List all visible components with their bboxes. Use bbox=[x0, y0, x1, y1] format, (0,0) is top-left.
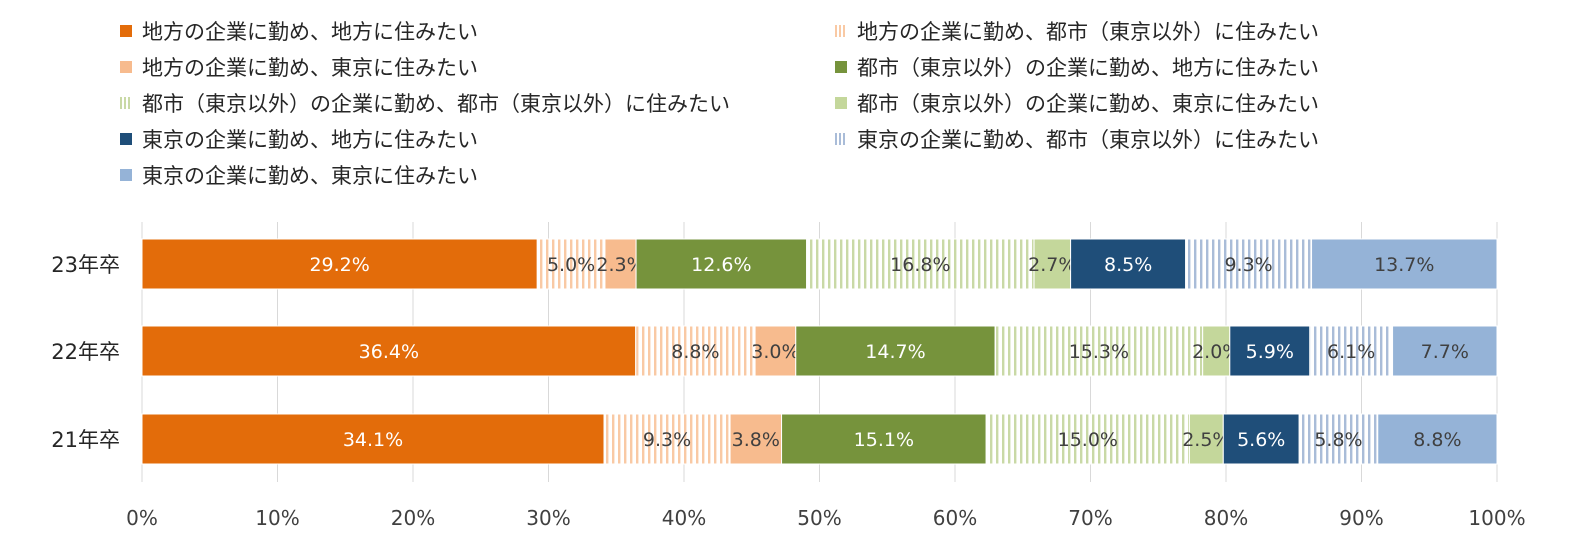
x-tick-label: 0% bbox=[126, 506, 158, 530]
legend-label: 東京の企業に勤め、地方に住みたい bbox=[142, 128, 478, 152]
x-tick-label: 60% bbox=[933, 506, 977, 530]
bar-segment bbox=[1311, 238, 1498, 290]
data-label: 16.8% bbox=[890, 254, 950, 276]
legend-item: 東京の企業に勤め、東京に住みたい bbox=[120, 160, 478, 190]
legend-swatch bbox=[120, 97, 132, 109]
x-tick-label: 20% bbox=[391, 506, 435, 530]
bar-segment bbox=[795, 325, 996, 377]
data-label: 36.4% bbox=[359, 341, 419, 363]
legend-swatch bbox=[835, 61, 847, 73]
legend-label: 東京の企業に勤め、都市（東京以外）に住みたい bbox=[857, 128, 1319, 152]
bar-segment bbox=[1298, 413, 1379, 465]
bar-segment bbox=[1202, 325, 1231, 377]
legend-item: 地方の企業に勤め、地方に住みたい bbox=[120, 16, 478, 46]
bar-segment bbox=[1033, 238, 1072, 290]
bar-segment bbox=[536, 238, 606, 290]
legend-item: 地方の企業に勤め、東京に住みたい bbox=[120, 52, 478, 82]
data-label: 13.7% bbox=[1374, 254, 1434, 276]
bar-segment bbox=[1392, 325, 1498, 377]
data-label: 5.8% bbox=[1314, 429, 1362, 451]
bar-segment bbox=[1377, 413, 1498, 465]
bar-segment bbox=[781, 413, 987, 465]
data-label: 5.0% bbox=[547, 254, 595, 276]
x-tick-label: 50% bbox=[797, 506, 841, 530]
legend-swatch bbox=[120, 61, 132, 73]
legend-swatch bbox=[120, 133, 132, 145]
data-label: 2.5% bbox=[1182, 429, 1230, 451]
legend-item: 東京の企業に勤め、都市（東京以外）に住みたい bbox=[835, 124, 1319, 154]
data-label: 9.3% bbox=[1224, 254, 1272, 276]
category-label: 21年卒 bbox=[51, 428, 120, 452]
x-tick-label: 30% bbox=[526, 506, 570, 530]
data-label: 34.1% bbox=[343, 429, 403, 451]
bar-segment bbox=[604, 238, 637, 290]
x-tick-label: 40% bbox=[662, 506, 706, 530]
bar-segment bbox=[1222, 413, 1300, 465]
x-tick-label: 80% bbox=[1204, 506, 1248, 530]
bar-segment bbox=[141, 238, 538, 290]
legend-label: 地方の企業に勤め、地方に住みたい bbox=[142, 20, 478, 44]
legend-label: 都市（東京以外）の企業に勤め、地方に住みたい bbox=[857, 56, 1319, 80]
data-label: 7.7% bbox=[1421, 341, 1469, 363]
legend-item: 東京の企業に勤め、地方に住みたい bbox=[120, 124, 478, 154]
x-tick-label: 10% bbox=[255, 506, 299, 530]
data-label: 6.1% bbox=[1327, 341, 1375, 363]
legend-label: 地方の企業に勤め、都市（東京以外）に住みたい bbox=[857, 20, 1319, 44]
legend-swatch bbox=[120, 25, 132, 37]
legend-item: 地方の企業に勤め、都市（東京以外）に住みたい bbox=[835, 16, 1319, 46]
legend-label: 地方の企業に勤め、東京に住みたい bbox=[142, 56, 478, 80]
legend-swatch bbox=[835, 97, 847, 109]
x-tick-label: 90% bbox=[1339, 506, 1383, 530]
data-label: 8.8% bbox=[1413, 429, 1461, 451]
data-label: 5.9% bbox=[1246, 341, 1294, 363]
legend-swatch bbox=[120, 169, 132, 181]
x-tick-label: 100% bbox=[1468, 506, 1525, 530]
bar-segment bbox=[1188, 413, 1224, 465]
data-label: 3.8% bbox=[732, 429, 780, 451]
bar-segment bbox=[141, 325, 637, 377]
bar-segment bbox=[985, 413, 1190, 465]
bar-segment bbox=[635, 325, 756, 377]
legend-label: 都市（東京以外）の企業に勤め、東京に住みたい bbox=[857, 92, 1319, 116]
data-label: 3.0% bbox=[751, 341, 799, 363]
data-label: 14.7% bbox=[865, 341, 925, 363]
data-label: 5.6% bbox=[1237, 429, 1285, 451]
legend-swatch bbox=[835, 133, 847, 145]
data-label: 29.2% bbox=[309, 254, 369, 276]
data-label: 2.7% bbox=[1028, 254, 1076, 276]
data-label: 8.5% bbox=[1104, 254, 1152, 276]
data-label: 2.3% bbox=[596, 254, 644, 276]
data-label: 15.3% bbox=[1069, 341, 1129, 363]
bar-segment bbox=[1185, 238, 1313, 290]
legend-swatch bbox=[835, 25, 847, 37]
data-label: 2.0% bbox=[1192, 341, 1240, 363]
legend-item: 都市（東京以外）の企業に勤め、都市（東京以外）に住みたい bbox=[120, 88, 730, 118]
data-label: 8.8% bbox=[671, 341, 719, 363]
bar-segment bbox=[994, 325, 1204, 377]
legend-item: 都市（東京以外）の企業に勤め、地方に住みたい bbox=[835, 52, 1319, 82]
bar-segment bbox=[806, 238, 1035, 290]
legend-item: 都市（東京以外）の企業に勤め、東京に住みたい bbox=[835, 88, 1319, 118]
legend-label: 東京の企業に勤め、東京に住みたい bbox=[142, 164, 478, 188]
data-label: 12.6% bbox=[691, 254, 751, 276]
data-label: 9.3% bbox=[643, 429, 691, 451]
x-tick-label: 70% bbox=[1068, 506, 1112, 530]
bar-segment bbox=[1229, 325, 1311, 377]
bar-segment bbox=[729, 413, 783, 465]
category-label: 23年卒 bbox=[51, 253, 120, 277]
category-label: 22年卒 bbox=[51, 340, 120, 364]
data-label: 15.0% bbox=[1058, 429, 1118, 451]
legend-label: 都市（東京以外）の企業に勤め、都市（東京以外）に住みたい bbox=[142, 92, 730, 116]
data-label: 15.1% bbox=[854, 429, 914, 451]
bar-segment bbox=[754, 325, 797, 377]
bar-segment bbox=[635, 238, 808, 290]
